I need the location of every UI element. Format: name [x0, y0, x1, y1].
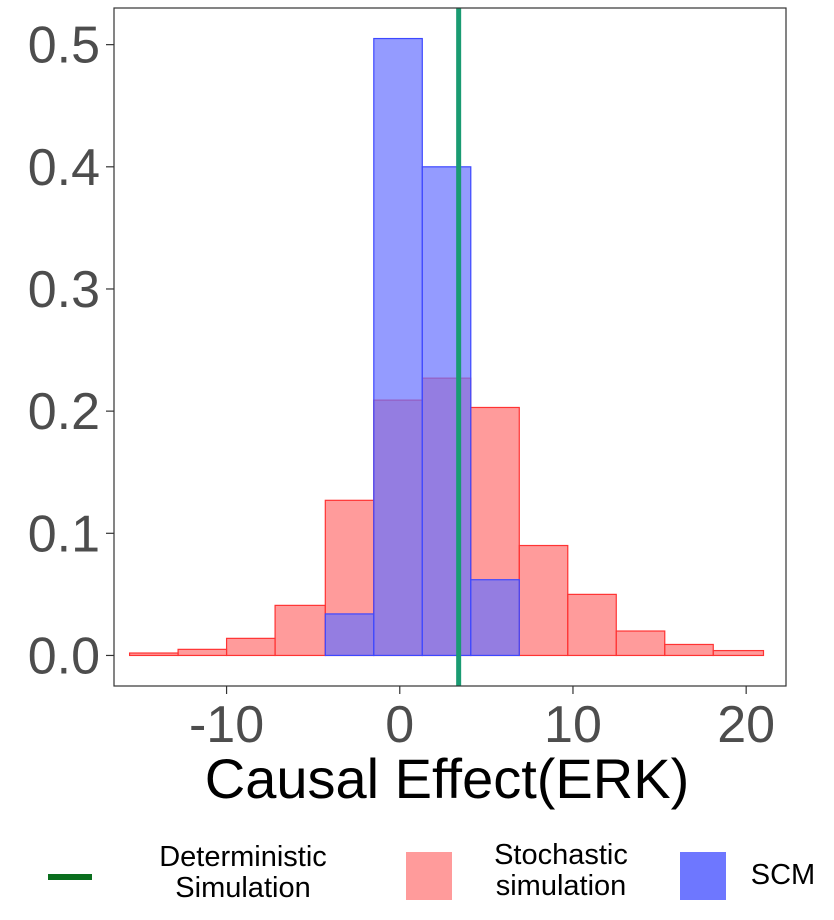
stochastic-bar [225, 637, 276, 657]
x-tick-label: 10 [544, 696, 602, 754]
legend-item-scm: SCM [676, 830, 834, 920]
legend-swatch-scm [680, 852, 726, 900]
legend-item-stochastic: Stochastic simulation [400, 830, 660, 920]
legend-swatch-stochastic [406, 852, 452, 900]
y-tick-label: 0.1 [28, 505, 100, 563]
x-tick-label: 20 [717, 696, 775, 754]
x-tick-label: -10 [189, 696, 264, 754]
legend-line-key [48, 874, 92, 880]
y-tick-label: 0.3 [28, 261, 100, 319]
stochastic-bar [177, 648, 228, 657]
legend: Deterministic Simulation Stochastic simu… [0, 830, 834, 920]
x-tick-label: 0 [385, 696, 414, 754]
scm-bar [470, 579, 520, 657]
legend-label-deterministic: Deterministic Simulation [159, 841, 327, 904]
y-axis: 0.0 0.1 0.2 0.3 0.4 0.5 [28, 17, 114, 685]
stochastic-bar [518, 544, 569, 657]
y-tick-label: 0.5 [28, 17, 100, 75]
x-axis-title: Causal Effect(ERK) [205, 747, 689, 810]
scm-bar [373, 37, 423, 657]
scm-bar [324, 613, 375, 657]
histogram-chart: 0.0 0.1 0.2 0.3 0.4 0.5 -10 0 10 20 Causal Effec… [28, 7, 787, 810]
stochastic-bar [664, 643, 714, 657]
legend-label-stochastic: Stochastic simulation [494, 839, 628, 902]
y-tick-label: 0.0 [28, 627, 100, 685]
stochastic-bar [567, 593, 617, 657]
stochastic-bar [615, 630, 666, 657]
y-tick-label: 0.4 [28, 139, 100, 197]
legend-item-deterministic: Deterministic Simulation [0, 830, 360, 920]
scm-bars [324, 37, 520, 657]
stochastic-bar [712, 649, 765, 657]
x-axis: -10 0 10 20 [189, 686, 775, 754]
stochastic-bar [274, 604, 326, 657]
scm-bar [421, 166, 472, 657]
legend-label-scm: SCM [750, 859, 816, 891]
plot-panel-border [113, 7, 787, 687]
y-tick-label: 0.2 [28, 383, 100, 441]
stochastic-bar [128, 652, 179, 657]
